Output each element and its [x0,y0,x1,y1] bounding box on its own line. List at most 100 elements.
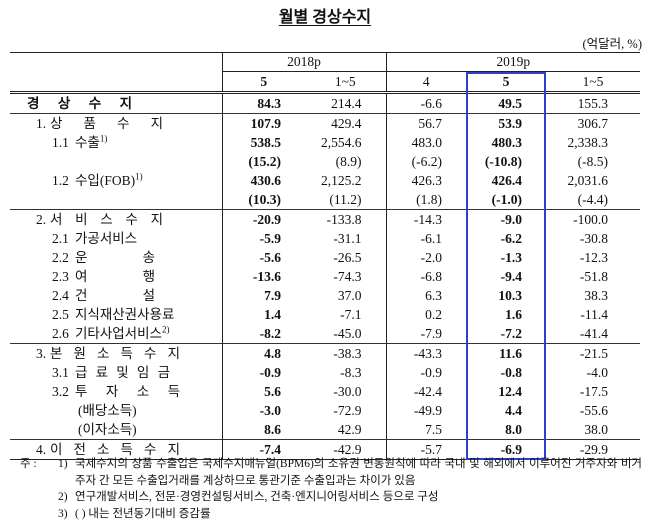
footnote-mark: 2) [58,491,68,503]
table-row: 1. 상 품 수 지 107.9 429.4 56.7 53.9 306.7 [10,113,641,133]
cell-2019p-1-5: -12.3 [579,250,609,265]
row-label: 경 상 수 지 [10,92,223,114]
row-label-text: 건 설 [75,288,155,303]
cell-2018p-5: -5.6 [259,250,281,265]
footnote-prefix: 주 : [20,458,37,470]
row-label: 3.1 급 료 및 임 금 [10,363,223,382]
cell-2019p-1-5: -17.5 [579,384,609,399]
row-label: (배당소득) [10,401,223,420]
row-label-text: (이자소득) [78,422,137,437]
row-label-number: 2.2 [52,250,69,265]
header-year-2018: 2018p [222,52,387,72]
row-label-number: 3.2 [52,384,69,399]
header-2019-may: 5 [466,71,546,94]
cell-2019p-4: 7.5 [425,422,442,437]
row-label: (이자소득) [10,420,223,440]
footnote-text: 국제수지의 상품 수출입은 국제수지매뉴얼(BPM6)의 소유권 변동원칙에 따… [75,458,642,487]
row-label-number: 4. [36,442,47,457]
table-row: 2. 서 비 스 수 지 -20.9 -133.8 -14.3 -9.0 -100… [10,209,641,229]
row-label [10,152,223,171]
row-label-number: 2. [36,212,47,227]
cell-2019p-1-5: -11.4 [580,307,609,322]
cell-2019p-5: 12.4 [498,384,522,399]
cell-2018p-1-5: -133.8 [305,209,387,229]
row-label: 1.2 수입(FOB)1) [10,171,223,190]
row-label-text: 수출 [75,135,100,150]
cell-2019p-1-5: -41.4 [579,326,609,341]
table-row: 2.1 가공서비스 -5.9 -31.1 -6.1 -6.2 -30.8 [10,229,640,248]
row-label-text: (배당소득) [78,403,137,418]
cell-2018p-1-5: -42.9 [305,439,387,460]
cell-2018p-1-5: 214.4 [305,92,387,114]
row-label-text: 지식재산권사용료 [75,307,175,322]
cell-2018p-1-5: 429.4 [305,113,387,133]
cell-2019p-1-5: -51.8 [579,269,609,284]
cell-2019p-5: 49.5 [498,96,522,111]
row-label: 2.3 여 행 [10,267,223,286]
footnote-ref: 2) [161,324,170,335]
row-label-number: 3. [36,346,47,361]
table-row: 1.2 수입(FOB)1) 430.6 2,125.2 426.3 426.4 2… [10,171,640,190]
table-row-growth-rate: (10.3) (11.2) (1.8) (-1.0) (-4.4) [10,190,640,210]
footnote-prefix-spacer [20,506,58,523]
cell-2019p-1-5: 38.0 [584,422,609,437]
row-label-number: 1.1 [52,135,69,150]
row-label-text: 서 비 스 수 지 [50,212,163,227]
row-label-text: 이 전 소 득 수 지 [50,442,180,457]
cell-2019p-4: -43.3 [386,343,466,363]
row-label-number: 3.1 [52,365,69,380]
cell-2019p-4: -6.8 [420,269,442,284]
row-label-text: 수입(FOB) [75,173,136,188]
footnote-ref: 1) [99,133,108,144]
cell-2019p-1-5: 38.3 [584,288,609,303]
cell-2018p-5: -8.2 [259,326,281,341]
cell-2018p-5: 4.8 [222,343,305,363]
header-2018-may: 5 [222,71,305,94]
balance-table: 2018p 2019p 5 1~5 4 5 1~5 경 상 수 지 84.3 2… [10,52,641,460]
row-label: 2. 서 비 스 수 지 [10,209,223,229]
footnote-prefix-spacer [20,489,58,506]
cell-2018p-1-5: (8.9) [305,152,387,171]
table-row: 3.1 급 료 및 임 금 -0.9 -8.3 -0.9 -0.8 -4.0 [10,363,640,382]
footnote-mark: 3) [58,507,68,520]
cell-2018p-1-5: 2,554.6 [305,133,387,152]
cell-2019p-5: 8.0 [505,422,522,437]
cell-2018p-1-5: -26.5 [305,248,387,267]
cell-2018p-1-5: 2,125.2 [305,171,387,190]
footnote-2: 2) 연구개발서비스, 전문·경영컨설팅서비스, 건축·엔지니어링서비스 등으로… [20,489,642,506]
row-label-number: 2.4 [52,288,69,303]
cell-2019p-5: (-10.8) [484,154,522,169]
cell-2019p-5: 53.9 [466,113,546,133]
cell-2019p-5: 4.4 [505,403,522,418]
table-row: 4. 이 전 소 득 수 지 -7.4 -42.9 -5.7 -6.9 -29.9 [10,439,641,460]
footnote-3: 3) ( ) 내는 전년동기대비 증감률 [20,506,642,523]
row-label-text: 본 원 소 득 수 지 [50,346,180,361]
row-label: 4. 이 전 소 득 수 지 [10,439,223,460]
cell-2019p-1-5: -100.0 [546,209,641,229]
cell-2018p-1-5: -30.0 [305,382,387,401]
row-label-number: 2.5 [52,307,69,322]
cell-2019p-1-5: 306.7 [546,113,641,133]
cell-2019p-4: -42.4 [413,384,442,399]
cell-2019p-5: (-1.0) [491,192,522,207]
cell-2019p-4: -6.1 [420,231,442,246]
cell-2018p-5: 7.9 [264,288,281,303]
table-row: (배당소득) -3.0 -72.9 -49.9 4.4 -55.6 [10,401,640,420]
cell-2019p-5: 10.3 [498,288,522,303]
row-label-text: 가공서비스 [75,231,138,246]
cell-2019p-1-5: -30.8 [579,231,609,246]
footnote-text: 연구개발서비스, 전문·경영컨설팅서비스, 건축·엔지니어링서비스 등으로 구성 [75,491,439,503]
row-label: 3.2 투 자 소 득 [10,382,223,401]
cell-2019p-4: -2.0 [420,250,442,265]
cell-2019p-1-5: 2,031.6 [567,173,609,188]
cell-2019p-4: 0.2 [425,307,442,322]
cell-2019p-5: -6.2 [500,231,522,246]
header-2019-apr: 4 [386,71,466,94]
cell-2018p-5: 84.3 [257,96,281,111]
unit-label: (억달러, %) [582,37,643,51]
cell-2018p-1-5: -7.1 [305,305,387,324]
cell-2018p-1-5: (11.2) [305,190,387,210]
row-label: 1. 상 품 수 지 [10,113,223,133]
cell-2019p-5: 1.6 [505,307,522,322]
cell-2018p-5: -5.9 [259,231,281,246]
